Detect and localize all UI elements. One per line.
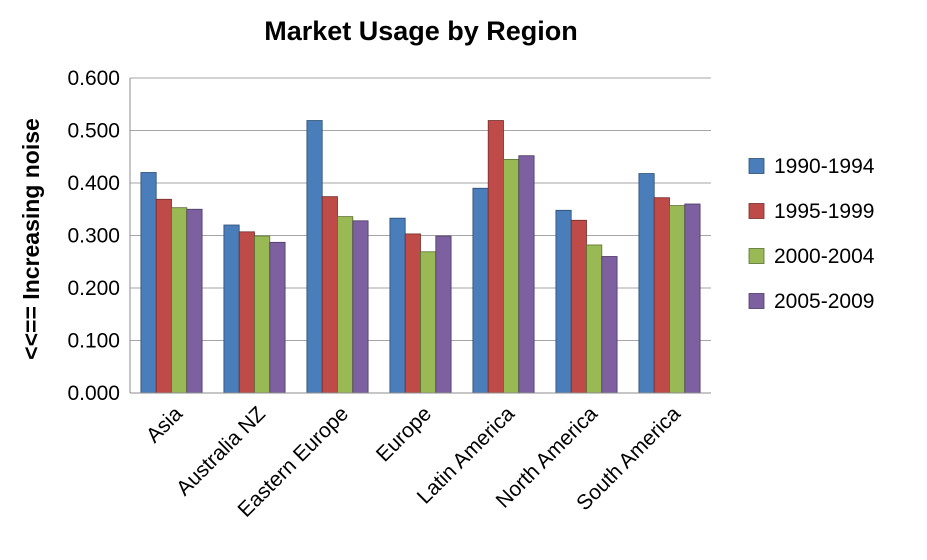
bar	[254, 235, 271, 394]
bar	[306, 120, 323, 394]
legend-label: 2000-2004	[774, 245, 875, 268]
bar	[352, 220, 369, 394]
legend-swatch	[748, 203, 765, 219]
bar	[555, 209, 572, 394]
y-tick-label: 0.500	[67, 120, 120, 143]
bar	[684, 203, 701, 394]
bar	[389, 217, 406, 394]
axes	[129, 78, 711, 394]
bar	[586, 244, 603, 394]
bar	[155, 198, 172, 394]
legend-swatch	[748, 293, 765, 309]
y-tick-label: 0.400	[67, 172, 120, 195]
y-axis-title: <<== Increasing noise	[18, 118, 44, 360]
x-tick-label: Europe	[372, 402, 436, 466]
x-tick-label: Asia	[142, 402, 187, 447]
legend-swatch	[748, 158, 765, 174]
y-tick-label: 0.100	[67, 330, 120, 353]
bar	[653, 197, 670, 394]
bar	[238, 231, 255, 394]
bar	[570, 219, 587, 394]
legend-label: 2005-2009	[774, 290, 874, 313]
y-tick-label: 0.200	[67, 277, 120, 300]
bar	[669, 205, 686, 394]
bar	[487, 120, 504, 394]
legend: 1990-1994 1995-1999 2000-2004 2005-2009	[748, 155, 875, 313]
legend-label: 1995-1999	[774, 200, 874, 223]
bar	[601, 256, 618, 394]
bar	[503, 158, 520, 394]
bar	[223, 224, 240, 394]
bar	[472, 187, 489, 394]
y-tick-label: 0.300	[67, 225, 120, 248]
legend-label: 1990-1994	[774, 155, 875, 178]
bar	[321, 196, 338, 394]
bar	[269, 241, 286, 394]
bar	[186, 208, 203, 394]
bar	[171, 207, 188, 394]
bar	[420, 251, 437, 394]
y-tick-labels: 0.000 0.100 0.200 0.300 0.400 0.500 0.600	[67, 67, 120, 405]
bar	[435, 235, 452, 394]
bar	[518, 155, 535, 394]
legend-swatch	[748, 248, 765, 264]
chart-title: Market Usage by Region	[264, 16, 578, 46]
bar	[404, 233, 421, 394]
y-tick-label: 0.000	[67, 382, 120, 405]
bar	[337, 216, 354, 394]
y-tick-label: 0.600	[67, 67, 120, 90]
bars	[140, 120, 701, 394]
bar	[140, 172, 157, 394]
bar	[638, 173, 655, 394]
